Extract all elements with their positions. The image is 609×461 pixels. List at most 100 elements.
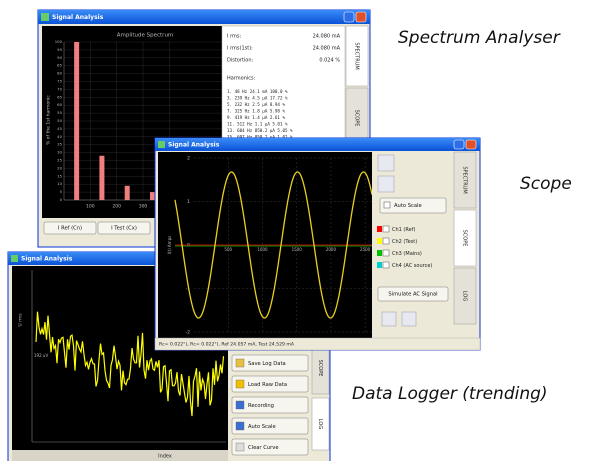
zoom-button[interactable]: [377, 154, 395, 172]
y-tick-label: 25: [57, 158, 62, 163]
y-tick-label: 85: [57, 63, 62, 68]
button[interactable]: [231, 417, 309, 435]
caption: Scope: [520, 174, 572, 194]
help-button[interactable]: [453, 139, 465, 150]
channel-color: [377, 262, 382, 268]
y-axis-label: U rms: [18, 313, 24, 327]
button-icon: [235, 379, 245, 389]
checkbox[interactable]: [382, 249, 390, 257]
tab[interactable]: [453, 151, 477, 209]
tab[interactable]: [311, 397, 330, 451]
zoom-button[interactable]: [381, 311, 397, 327]
button[interactable]: [231, 396, 309, 414]
harmonic-row: 9. 419 Hz 1.4 µA 2.61 %: [227, 115, 285, 120]
tab[interactable]: [345, 25, 369, 87]
tab-label: LOG: [462, 291, 468, 302]
y-tick-label: 0: [60, 197, 63, 202]
close-button[interactable]: [465, 139, 477, 150]
button[interactable]: [379, 197, 447, 214]
y-tick-label: 2: [187, 156, 190, 162]
button[interactable]: [231, 375, 309, 393]
harmonic-row: 3. 239 Hz 4.5 µA 17.72 %: [227, 96, 288, 101]
button[interactable]: [97, 221, 151, 235]
zoom-button[interactable]: [377, 175, 395, 193]
harmonic-row: 11. 512 Hz 1.1 µA 5.01 %: [227, 122, 288, 127]
app-icon: [11, 255, 18, 262]
tab-label: SCOPE: [462, 230, 468, 247]
y-tick-label: 90: [57, 55, 62, 60]
button-icon: [235, 442, 245, 452]
y-tick-label: 5: [60, 189, 63, 194]
title-bar: [155, 138, 480, 151]
button-label: Auto Scale: [394, 203, 422, 209]
y-tick-label: 80: [57, 71, 62, 76]
harmonics-label: Harmonics:: [227, 76, 256, 82]
app-icon: [41, 13, 49, 21]
reading-label: I rms:: [227, 34, 242, 40]
window-title: Signal Analysis: [168, 142, 220, 149]
button-label: Auto Scale: [248, 424, 276, 430]
tab[interactable]: [453, 267, 477, 325]
y-tick-label: 35: [57, 142, 62, 147]
channel-label: Ch1 (Ref): [392, 227, 415, 233]
y-tick-label: -1: [186, 286, 191, 292]
channel-label: Ch2 (Test): [392, 239, 417, 245]
checkbox[interactable]: [382, 237, 390, 245]
y-tick-label: 100: [55, 39, 63, 44]
channel-color: [377, 226, 382, 232]
x-tick-label: 2000: [326, 247, 337, 252]
window-title: Signal Analysis: [52, 14, 104, 21]
x-axis-label: Index: [158, 454, 172, 460]
y-axis-label: I(t) Amps: [167, 236, 172, 254]
button[interactable]: [377, 286, 449, 302]
x-tick-label: 100: [86, 204, 95, 210]
channel-color: [377, 238, 382, 244]
close-button[interactable]: [355, 11, 367, 23]
button-label: I Ref (Cn): [58, 226, 82, 232]
y-tick-label: 30: [57, 150, 62, 155]
button[interactable]: [231, 438, 309, 456]
trace: [174, 171, 372, 319]
harmonic-row: 13. 604 Hz 850.2 µA 5.05 %: [227, 128, 293, 133]
button[interactable]: [231, 354, 309, 372]
x-tick-label: 1500: [292, 247, 303, 252]
harmonic-row: 1. 48 Hz 24.1 mA 100.0 %: [227, 89, 288, 94]
tab-label: SCOPE: [354, 110, 360, 127]
reading-value: 24.080 mA: [313, 34, 341, 40]
zoom-button[interactable]: [401, 311, 417, 327]
checkbox[interactable]: [383, 201, 391, 209]
y-tick-label: 45: [57, 126, 62, 131]
y-tick-label: 55: [57, 110, 62, 115]
tab-label: LOG: [317, 419, 323, 430]
reading-value: 0.024 %: [319, 58, 340, 64]
scope-window: Signal Analysis -2-101250010001500200025…: [154, 137, 481, 351]
tab-label: SPECTRUM: [354, 42, 360, 69]
x-tick-label: 300: [139, 204, 148, 210]
checkbox[interactable]: [382, 261, 390, 269]
bar: [74, 42, 80, 200]
caption: Data Logger (trending): [352, 384, 548, 404]
tab[interactable]: [453, 209, 477, 267]
button-label: Save Log Data: [248, 361, 286, 367]
button-icon: [235, 421, 245, 431]
status-bar: [154, 337, 481, 351]
channel-label: Ch4 (AC source): [392, 263, 432, 269]
x-tick-label: 1000: [257, 247, 268, 252]
bar: [124, 185, 130, 200]
channel-label: Ch3 (Mains): [392, 251, 422, 257]
y-tick-label: 60: [57, 102, 62, 107]
harmonic-row: 15. 697 Hz 859.2 µA 1.02 %: [227, 135, 293, 140]
channel-color: [377, 250, 382, 256]
button-label: Load Raw Data: [248, 382, 287, 388]
harmonic-row: 7. 325 Hz 1.8 µA 5.98 %: [227, 109, 285, 114]
button[interactable]: [43, 221, 97, 235]
chart-title: Amplitude Spectrum: [117, 33, 174, 39]
y-tick-label: 1: [187, 199, 190, 205]
button-icon: [235, 358, 245, 368]
x-tick-label: 500: [224, 247, 232, 252]
button-label: Recording: [248, 403, 274, 409]
checkbox[interactable]: [382, 225, 390, 233]
help-button[interactable]: [343, 11, 355, 23]
y-tick-label: -2: [186, 330, 191, 336]
window-title: Signal Analysis: [21, 256, 73, 263]
